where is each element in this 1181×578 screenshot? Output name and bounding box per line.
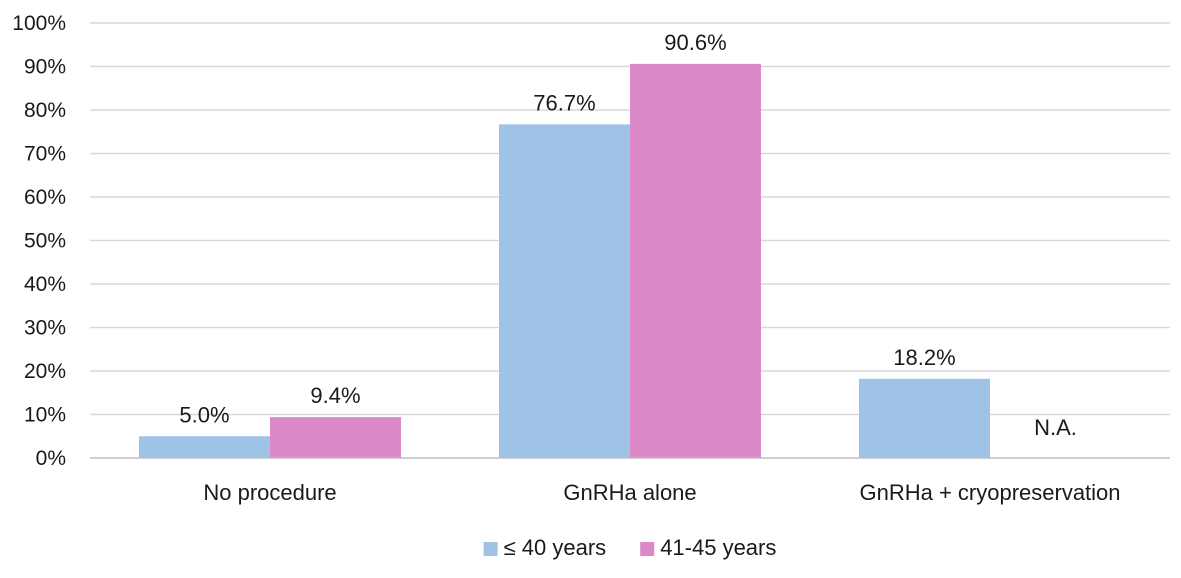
data-label-na: N.A.	[1034, 415, 1077, 440]
data-label: 90.6%	[664, 30, 726, 55]
category-labels: No procedure GnRHa alone GnRHa + cryoprese…	[203, 480, 1120, 505]
legend-item: ≤ 40 years	[483, 535, 607, 560]
bar	[859, 378, 990, 458]
bar	[139, 436, 270, 458]
category-label: GnRHa alone	[563, 480, 696, 505]
legend: ≤ 40 years 41-45 years	[483, 535, 776, 560]
data-labels: 5.0% 9.4% 76.7% 90.6% 18.2% N.A.	[179, 30, 1076, 440]
category-label: GnRHa + cryopreservation	[859, 480, 1120, 505]
bars	[139, 63, 990, 458]
bar	[499, 124, 630, 458]
y-tick-label: 80%	[24, 99, 66, 122]
y-tick-label: 70%	[24, 143, 66, 166]
bar	[270, 417, 401, 458]
y-axis-ticks: 0% 10% 20% 30% 40% 50% 60% 70% 80% 90% 100%	[12, 12, 66, 470]
y-tick-label: 100%	[12, 12, 66, 35]
y-tick-label: 0%	[36, 447, 66, 470]
data-label: 18.2%	[893, 345, 955, 370]
legend-item: 41-45 years	[640, 535, 776, 560]
data-label: 76.7%	[533, 90, 595, 115]
y-tick-label: 60%	[24, 186, 66, 209]
y-tick-label: 20%	[24, 360, 66, 383]
y-tick-label: 90%	[24, 56, 66, 79]
y-tick-label: 50%	[24, 230, 66, 253]
legend-swatch	[483, 542, 498, 556]
bar	[630, 63, 761, 458]
legend-swatch	[640, 542, 655, 556]
legend-label: 41-45 years	[660, 535, 776, 560]
y-tick-label: 10%	[24, 404, 66, 427]
data-label: 9.4%	[310, 383, 360, 408]
y-tick-label: 40%	[24, 273, 66, 296]
data-label: 5.0%	[179, 402, 229, 427]
legend-label: ≤ 40 years	[504, 535, 607, 560]
y-tick-label: 30%	[24, 317, 66, 340]
category-label: No procedure	[203, 480, 336, 505]
